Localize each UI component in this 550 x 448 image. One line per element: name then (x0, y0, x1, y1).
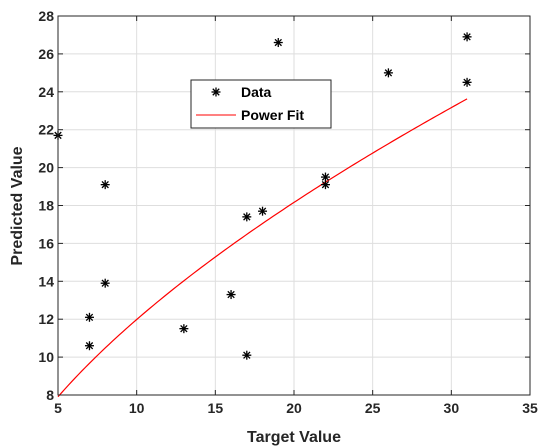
y-tick-label: 26 (38, 46, 54, 62)
grid (58, 16, 530, 395)
power-fit-curve-group (57, 98, 468, 398)
y-tick-label: 16 (38, 235, 54, 251)
data-point (273, 38, 283, 48)
data-point (383, 68, 393, 78)
y-tick-label: 18 (38, 198, 54, 214)
y-axis-label: Predicted Value (9, 146, 26, 265)
x-tick-label: 35 (522, 400, 538, 416)
y-tick-label: 8 (46, 387, 54, 403)
x-axis-label: Target Value (247, 429, 341, 446)
y-tick-label: 12 (38, 311, 54, 327)
x-tick-label: 10 (129, 400, 145, 416)
data-point (84, 312, 94, 322)
y-tick-label: 24 (38, 84, 54, 100)
legend-data-marker (211, 87, 221, 97)
data-point (462, 77, 472, 87)
data-point (226, 290, 236, 300)
data-point (84, 341, 94, 351)
y-tick-labels: 8 10 12 14 16 18 20 22 24 26 28 (38, 8, 54, 403)
legend-box (190, 79, 332, 129)
data-point (462, 32, 472, 42)
legend: Data Power Fit (190, 79, 332, 129)
data-point (242, 350, 252, 360)
data-points (53, 32, 472, 360)
axis-ticks (57, 15, 531, 396)
data-point (100, 278, 110, 288)
data-point (320, 172, 330, 182)
y-tick-label: 14 (38, 273, 54, 289)
data-point (100, 180, 110, 190)
x-tick-label: 20 (286, 400, 302, 416)
x-tick-label: 5 (54, 400, 62, 416)
legend-data-label: Data (241, 84, 272, 100)
y-tick-label: 20 (38, 160, 54, 176)
x-tick-labels: 5 10 15 20 25 30 35 (54, 400, 538, 416)
x-tick-label: 15 (208, 400, 224, 416)
data-point (320, 180, 330, 190)
x-tick-label: 30 (444, 400, 460, 416)
y-tick-label: 28 (38, 8, 54, 24)
x-tick-label: 25 (365, 400, 381, 416)
legend-fit-label: Power Fit (241, 107, 304, 123)
data-point (179, 324, 189, 334)
power-fit-curve (57, 98, 468, 398)
y-tick-label: 10 (38, 349, 54, 365)
legend-asterisk-icon (211, 87, 221, 97)
y-tick-label: 22 (38, 122, 54, 138)
data-point (242, 212, 252, 222)
data-point (258, 206, 268, 216)
